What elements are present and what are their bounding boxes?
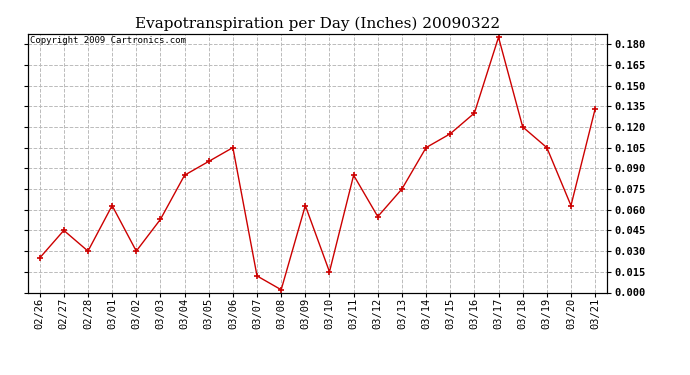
Text: Copyright 2009 Cartronics.com: Copyright 2009 Cartronics.com [30,36,186,45]
Title: Evapotranspiration per Day (Inches) 20090322: Evapotranspiration per Day (Inches) 2009… [135,17,500,31]
